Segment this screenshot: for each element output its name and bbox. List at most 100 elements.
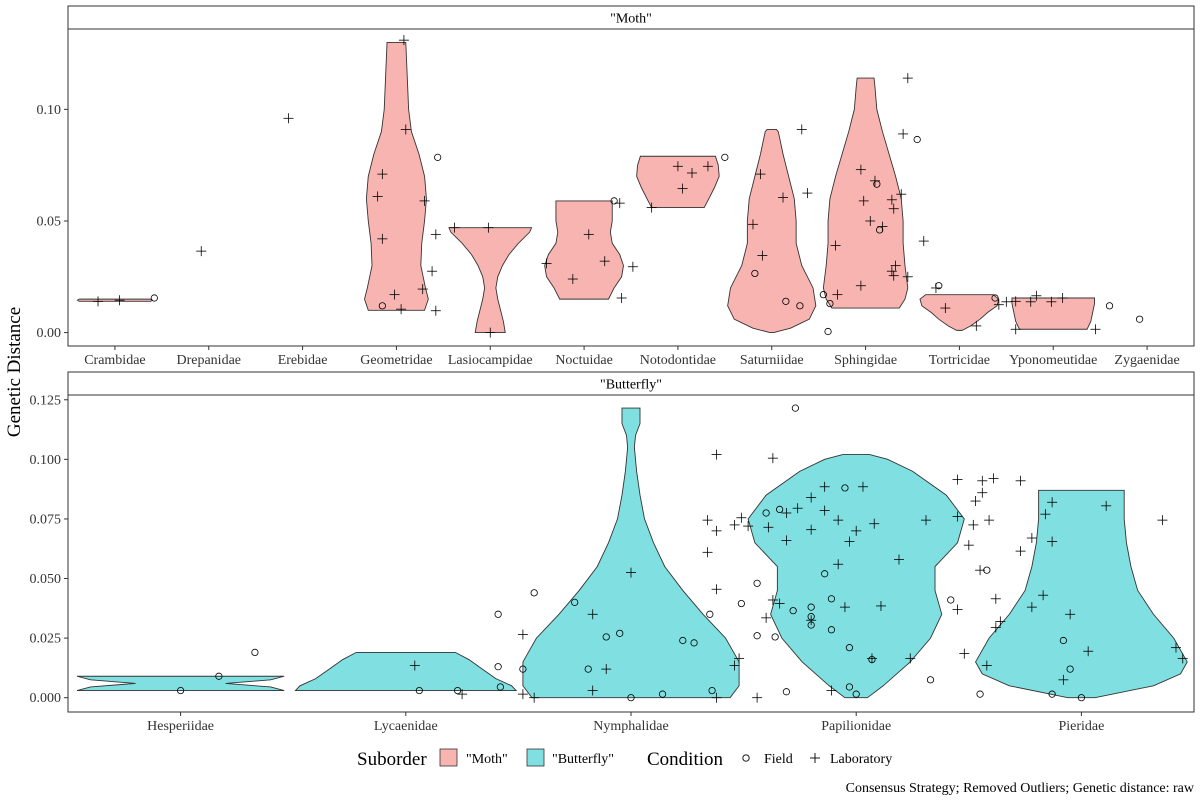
point-laboratory xyxy=(1047,497,1058,508)
x-tick-label-pieridae: Pieridae xyxy=(1058,719,1104,734)
point-field xyxy=(976,690,984,698)
point-field xyxy=(782,688,790,696)
point-laboratory xyxy=(729,519,740,530)
point-laboratory xyxy=(819,505,830,516)
x-tick-label-sphingidae: Sphingidae xyxy=(834,353,897,368)
point-laboratory xyxy=(1083,646,1094,657)
point-laboratory xyxy=(990,593,1001,604)
x-tick-label-zygaenidae: Zygaenidae xyxy=(1114,353,1179,368)
point-laboratory xyxy=(587,685,598,696)
x-tick-label-tortricidae: Tortricidae xyxy=(929,353,990,368)
point-laboratory xyxy=(743,521,754,532)
point-laboratory xyxy=(952,511,963,522)
point-field xyxy=(494,663,502,671)
point-laboratory xyxy=(1177,653,1188,664)
point-laboratory xyxy=(990,622,1001,633)
point-field xyxy=(415,686,423,695)
point-field xyxy=(1135,315,1144,323)
point-laboratory xyxy=(865,215,876,226)
point-laboratory xyxy=(774,598,785,609)
y-tick-label: 0.000 xyxy=(30,691,62,706)
point-laboratory xyxy=(855,280,866,291)
point-laboratory xyxy=(677,183,688,194)
point-laboratory xyxy=(806,492,817,503)
point-field xyxy=(776,505,784,514)
point-laboratory xyxy=(702,515,713,526)
point-laboratory xyxy=(886,194,897,205)
point-field xyxy=(1048,690,1056,698)
point-field xyxy=(215,672,223,680)
violin-notodontidae xyxy=(636,155,720,209)
panel-border-moth xyxy=(67,28,1195,347)
point-field xyxy=(496,683,504,691)
point-laboratory xyxy=(869,175,880,186)
point-laboratory xyxy=(601,664,612,675)
point-laboratory xyxy=(646,202,657,213)
point-field xyxy=(571,598,579,606)
point-field xyxy=(690,639,698,647)
point-field xyxy=(791,404,800,412)
point-laboratory xyxy=(711,584,722,595)
point-laboratory xyxy=(778,192,789,203)
point-field xyxy=(827,626,836,634)
point-laboratory xyxy=(833,559,844,570)
point-laboratory xyxy=(761,612,772,623)
point-laboratory xyxy=(1015,546,1026,557)
point-laboratory xyxy=(599,256,610,267)
point-laboratory xyxy=(711,449,722,460)
point-laboratory xyxy=(541,258,552,269)
legend-key-field-circle-icon xyxy=(742,754,750,762)
point-laboratory xyxy=(763,522,774,533)
point-laboratory xyxy=(952,474,963,485)
legend-key-laboratory-plus-icon xyxy=(810,753,820,763)
point-laboratory xyxy=(952,604,963,615)
point-laboratory xyxy=(802,188,813,199)
point-laboratory xyxy=(1010,296,1021,307)
point-laboratory xyxy=(419,195,430,206)
point-laboratory xyxy=(702,161,713,172)
violin-geometridae xyxy=(364,41,429,311)
point-field xyxy=(826,299,834,308)
point-field xyxy=(584,665,592,673)
violin-lycaenidae xyxy=(294,651,518,691)
point-laboratory xyxy=(968,519,979,530)
facet-moth: "Moth" 0.00 0.05 0.10 Crambidae Drepanidae Er… xyxy=(37,5,1195,368)
y-tick-label: 0.025 xyxy=(30,632,62,647)
point-field xyxy=(873,180,881,188)
point-field xyxy=(530,589,538,597)
y-tick-label: 0.05 xyxy=(37,214,62,229)
point-field xyxy=(519,665,527,673)
point-laboratory xyxy=(767,453,778,464)
point-field xyxy=(177,686,185,695)
y-tick-label: 0.050 xyxy=(30,572,62,587)
point-laboratory xyxy=(626,567,636,578)
point-field xyxy=(627,694,635,702)
point-laboratory xyxy=(767,594,778,605)
point-field xyxy=(602,633,610,641)
point-laboratory xyxy=(940,303,951,314)
point-laboratory xyxy=(457,689,468,700)
point-laboratory xyxy=(857,481,868,492)
point-field xyxy=(762,509,770,517)
point-laboratory xyxy=(963,540,974,551)
point-laboratory xyxy=(711,525,722,536)
point-field xyxy=(876,226,884,234)
y-tick-label: 0.125 xyxy=(30,393,62,408)
x-tick-label-papilionidae: Papilionidae xyxy=(821,719,891,734)
point-laboratory xyxy=(396,304,407,315)
point-laboratory xyxy=(1040,509,1051,520)
point-field xyxy=(1066,665,1074,673)
point-laboratory xyxy=(886,266,897,277)
point-laboratory xyxy=(755,169,766,180)
point-field xyxy=(782,297,790,305)
point-laboratory xyxy=(930,282,941,293)
point-field xyxy=(796,302,804,310)
point-field xyxy=(1105,302,1114,310)
point-laboratory xyxy=(702,547,713,558)
point-laboratory xyxy=(430,305,441,316)
point-laboratory xyxy=(1026,602,1037,613)
point-laboratory xyxy=(377,233,388,244)
violin-tortricidae xyxy=(919,294,1000,331)
legend-label-butterfly: "Butterfly" xyxy=(552,752,614,767)
point-laboratory xyxy=(736,512,747,523)
